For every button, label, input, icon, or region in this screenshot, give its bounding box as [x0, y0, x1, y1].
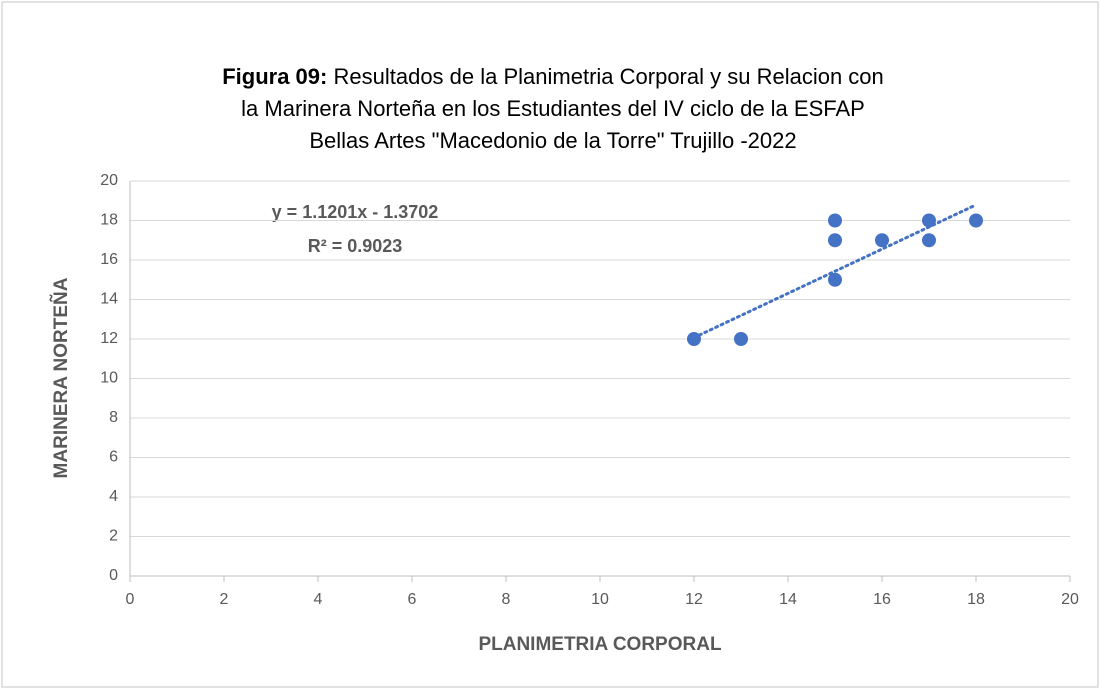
point: [922, 233, 936, 248]
y-tick-label: 14: [100, 291, 118, 308]
trendline-equation: y = 1.1201x - 1.3702: [272, 202, 439, 222]
x-axis-label: PLANIMETRIA CORPORAL: [478, 634, 722, 655]
y-tick-label: 20: [100, 172, 118, 189]
point: [734, 332, 748, 346]
point: [922, 213, 936, 228]
y-tick-label: 6: [109, 449, 118, 466]
x-tick-label: 10: [591, 591, 609, 608]
x-tick-label: 4: [314, 591, 323, 608]
y-axis-label: MARINERA NORTEÑA: [50, 277, 72, 478]
x-tick-label: 14: [779, 591, 797, 608]
x-tick-label: 12: [685, 591, 703, 608]
x-tick-label: 20: [1061, 591, 1079, 608]
y-tick-label: 4: [109, 488, 118, 505]
point: [875, 233, 889, 248]
y-tick-label: 0: [109, 567, 118, 584]
x-tick-label: 18: [967, 591, 985, 608]
y-tick-label: 12: [100, 330, 118, 347]
title-line: la Marinera Norteña en los Estudiantes d…: [241, 96, 865, 121]
point: [828, 213, 842, 228]
point: [969, 213, 983, 228]
y-tick-label: 18: [100, 212, 118, 229]
x-tick-label: 0: [126, 591, 135, 608]
point: [687, 332, 701, 346]
y-tick-label: 10: [100, 370, 118, 387]
title-line: Bellas Artes "Macedonio de la Torre" Tru…: [309, 128, 796, 153]
x-tick-label: 6: [408, 591, 417, 608]
point: [828, 272, 842, 287]
x-tick-label: 2: [220, 591, 229, 608]
title-bold: Figura 09:: [222, 64, 327, 89]
y-tick-label: 8: [109, 409, 118, 426]
title-line: Resultados de la Planimetria Corporal y …: [333, 64, 883, 89]
x-tick-label: 8: [502, 591, 511, 608]
point: [828, 233, 842, 248]
y-tick-label: 16: [100, 251, 118, 268]
x-tick-label: 16: [873, 591, 891, 608]
trendline-r2: R² = 0.9023: [308, 236, 403, 256]
y-tick-label: 2: [109, 528, 118, 545]
chart-title: Figura 09: Resultados de la Planimetria …: [222, 64, 884, 89]
